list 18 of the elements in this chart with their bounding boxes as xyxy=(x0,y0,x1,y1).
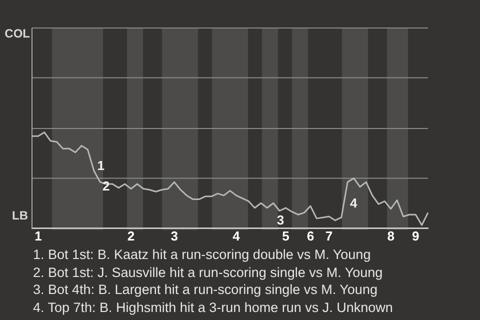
x-tick-label: 7 xyxy=(325,228,333,244)
text: 1. Bot 1st: B. Kaatz hit a run-scoring double vs M. Young xyxy=(33,246,372,264)
annotation: 3 xyxy=(276,212,284,228)
x-tick-label: 6 xyxy=(306,228,314,244)
annotation: 1 xyxy=(97,158,104,174)
text: LB xyxy=(12,208,28,222)
x-tick-label: 4 xyxy=(232,228,241,244)
x-tick-label: 2 xyxy=(127,228,135,244)
x-tick-label: 5 xyxy=(282,228,290,244)
x-tick-label: 3 xyxy=(170,228,178,244)
x-tick-label: 9 xyxy=(412,228,420,244)
annotation: 4 xyxy=(350,196,358,211)
text: COL xyxy=(4,26,30,40)
x-tick-label: 1 xyxy=(34,228,42,244)
text: 2. Bot 1st: J. Sausville hit a run-scoring single vs M. Young xyxy=(33,264,384,281)
text: 3. Bot 4th: B. Largent hit a run-scoring single vs M. Young xyxy=(33,281,378,298)
text: 4. Top 7th: B. Highsmith hit a 3-run home run vs J. Unknown xyxy=(33,298,393,316)
x-tick-label: 8 xyxy=(387,228,394,244)
